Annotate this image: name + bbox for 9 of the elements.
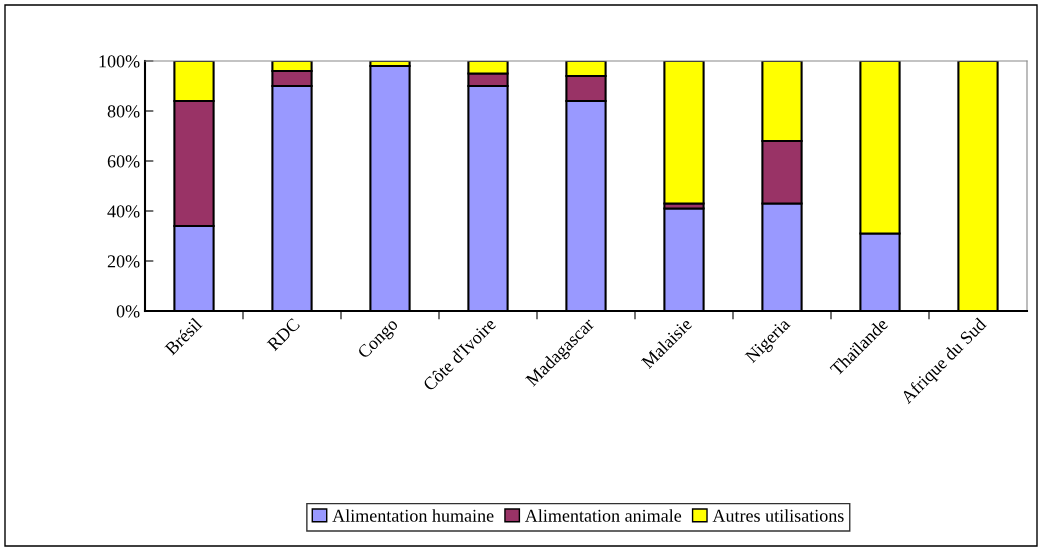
y-tick-label: 100%: [99, 55, 140, 68]
y-tick-label: 80%: [107, 105, 140, 118]
y-tick-label: 0%: [116, 305, 140, 318]
y-tick-label: 20%: [107, 255, 140, 268]
y-tick-label: 40%: [107, 205, 140, 218]
legend-label: Alimentation humaine: [332, 509, 494, 522]
legend-label: Alimentation animale: [524, 509, 682, 522]
y-tick-label: 60%: [107, 155, 140, 168]
legend-label: Autres utilisations: [712, 509, 844, 522]
